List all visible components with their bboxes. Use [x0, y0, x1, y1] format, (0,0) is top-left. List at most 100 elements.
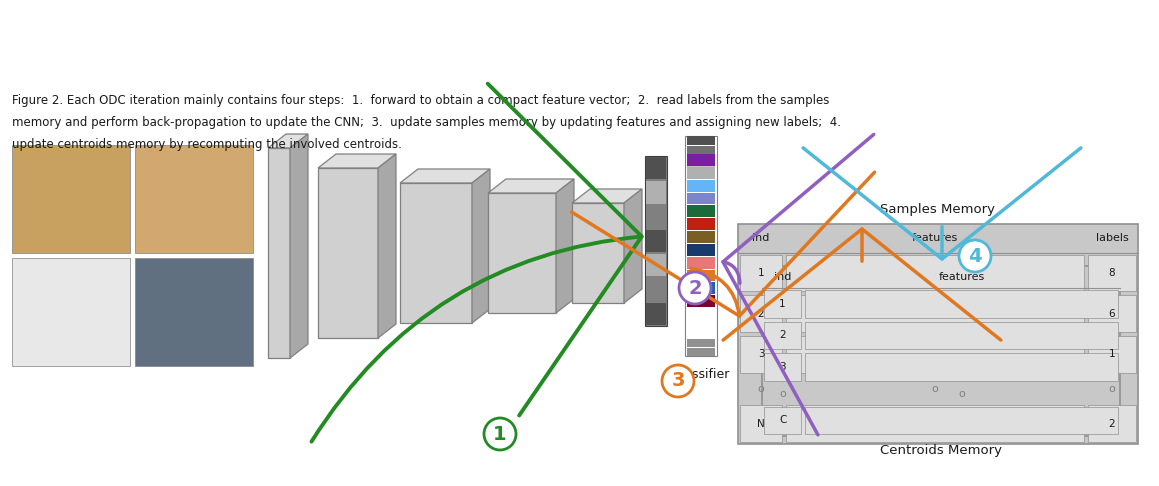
FancyBboxPatch shape	[806, 353, 1118, 381]
FancyBboxPatch shape	[646, 303, 666, 325]
Text: memory and perform back-propagation to update the CNN;  3.  update samples memor: memory and perform back-propagation to u…	[12, 116, 841, 129]
Polygon shape	[400, 169, 490, 183]
FancyBboxPatch shape	[806, 322, 1118, 349]
Polygon shape	[624, 189, 642, 303]
Circle shape	[484, 418, 516, 450]
Circle shape	[662, 365, 694, 397]
Polygon shape	[378, 154, 396, 338]
FancyBboxPatch shape	[1088, 405, 1136, 442]
FancyBboxPatch shape	[687, 257, 715, 269]
FancyBboxPatch shape	[687, 167, 715, 179]
Polygon shape	[318, 168, 378, 338]
FancyBboxPatch shape	[646, 278, 666, 301]
FancyBboxPatch shape	[12, 145, 130, 253]
FancyBboxPatch shape	[646, 230, 666, 252]
FancyBboxPatch shape	[1088, 336, 1136, 373]
Polygon shape	[472, 169, 490, 323]
FancyBboxPatch shape	[761, 266, 1120, 436]
Polygon shape	[400, 183, 472, 323]
Polygon shape	[318, 154, 396, 168]
Text: o: o	[779, 388, 786, 399]
FancyBboxPatch shape	[739, 405, 782, 442]
FancyBboxPatch shape	[646, 156, 666, 326]
FancyBboxPatch shape	[687, 244, 715, 256]
Text: C: C	[779, 415, 786, 425]
Text: ind: ind	[774, 272, 792, 282]
FancyBboxPatch shape	[786, 336, 1084, 373]
FancyBboxPatch shape	[764, 353, 801, 381]
FancyBboxPatch shape	[134, 258, 253, 366]
Text: o: o	[1109, 384, 1115, 394]
Polygon shape	[573, 189, 642, 203]
Polygon shape	[556, 179, 574, 313]
Text: 1: 1	[494, 424, 506, 444]
Text: o: o	[958, 388, 965, 399]
Text: Samples Memory: Samples Memory	[881, 203, 996, 216]
Polygon shape	[488, 193, 556, 313]
Text: ind: ind	[752, 233, 770, 243]
FancyBboxPatch shape	[786, 255, 1084, 291]
Text: 6: 6	[1109, 309, 1115, 319]
FancyBboxPatch shape	[739, 255, 782, 291]
FancyBboxPatch shape	[646, 157, 666, 179]
FancyBboxPatch shape	[685, 136, 717, 356]
FancyBboxPatch shape	[687, 218, 715, 230]
FancyBboxPatch shape	[739, 336, 782, 373]
FancyBboxPatch shape	[646, 206, 666, 228]
FancyBboxPatch shape	[687, 146, 715, 156]
Text: 4: 4	[968, 246, 982, 265]
FancyBboxPatch shape	[739, 295, 782, 332]
Polygon shape	[268, 148, 290, 358]
Text: 3: 3	[671, 371, 685, 390]
Text: o: o	[758, 384, 765, 394]
FancyBboxPatch shape	[738, 224, 1138, 444]
FancyBboxPatch shape	[687, 347, 715, 355]
FancyBboxPatch shape	[687, 154, 715, 166]
FancyBboxPatch shape	[687, 156, 715, 165]
FancyBboxPatch shape	[687, 282, 715, 294]
FancyBboxPatch shape	[687, 137, 715, 145]
Text: 2: 2	[758, 309, 764, 319]
FancyBboxPatch shape	[646, 181, 666, 204]
Text: o: o	[932, 384, 939, 394]
FancyBboxPatch shape	[687, 270, 715, 281]
FancyBboxPatch shape	[687, 339, 715, 347]
FancyBboxPatch shape	[786, 295, 1084, 332]
Polygon shape	[488, 179, 574, 193]
Polygon shape	[268, 134, 308, 148]
FancyBboxPatch shape	[786, 405, 1084, 442]
Polygon shape	[573, 203, 624, 303]
Text: 3: 3	[779, 362, 786, 372]
Text: 2: 2	[688, 278, 702, 297]
FancyBboxPatch shape	[12, 258, 130, 366]
Text: Figure 2. Each ODC iteration mainly contains four steps:  1.  forward to obtain : Figure 2. Each ODC iteration mainly cont…	[12, 94, 830, 107]
Polygon shape	[290, 134, 308, 358]
FancyBboxPatch shape	[764, 290, 801, 317]
Text: 8: 8	[1109, 268, 1115, 278]
FancyBboxPatch shape	[806, 290, 1118, 317]
FancyBboxPatch shape	[687, 231, 715, 243]
Text: features: features	[912, 233, 958, 243]
Text: features: features	[939, 272, 985, 282]
Text: 1: 1	[758, 268, 764, 278]
Text: update centroids memory by recomputing the involved centroids.: update centroids memory by recomputing t…	[12, 138, 402, 151]
FancyBboxPatch shape	[764, 406, 801, 434]
Text: Centroids Memory: Centroids Memory	[880, 444, 1003, 457]
Text: labels: labels	[1095, 233, 1129, 243]
Text: 3: 3	[758, 349, 764, 360]
Text: 1: 1	[1109, 349, 1115, 360]
Text: 2: 2	[1109, 418, 1115, 429]
Text: N: N	[757, 418, 765, 429]
FancyBboxPatch shape	[687, 206, 715, 217]
FancyBboxPatch shape	[806, 406, 1118, 434]
Circle shape	[958, 240, 991, 272]
Text: Classifier: Classifier	[672, 368, 730, 381]
Text: 2: 2	[779, 330, 786, 340]
Text: 1: 1	[779, 299, 786, 309]
FancyBboxPatch shape	[1088, 295, 1136, 332]
FancyBboxPatch shape	[134, 145, 253, 253]
FancyBboxPatch shape	[764, 322, 801, 349]
FancyBboxPatch shape	[687, 180, 715, 191]
FancyBboxPatch shape	[1088, 255, 1136, 291]
Circle shape	[679, 272, 710, 304]
